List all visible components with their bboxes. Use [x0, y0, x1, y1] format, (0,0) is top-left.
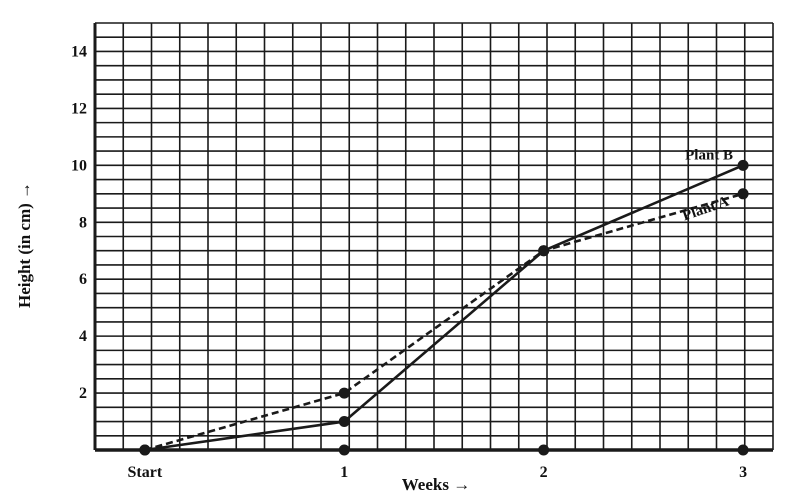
y-tick-label: 4 [79, 328, 87, 345]
data-point-plant-b [338, 416, 350, 428]
x-tick-label: Start [128, 464, 163, 481]
x-axis-dot [538, 444, 550, 456]
y-tick-label: 14 [71, 43, 87, 60]
y-axis-label: Height (in cm) → [15, 182, 34, 308]
data-point-plant-b [139, 444, 151, 456]
series-line-plant-b [144, 164, 744, 452]
y-tick-label: 10 [71, 157, 87, 174]
data-point-plant-a [737, 188, 749, 200]
x-tick-label: 3 [739, 464, 747, 481]
y-tick-label: 12 [71, 100, 87, 117]
series-label-plant-b: Plant B [685, 147, 733, 163]
x-tick-label: 2 [540, 464, 548, 481]
x-tick-label: 1 [340, 464, 348, 481]
x-axis-dot [338, 444, 350, 456]
data-point-plant-a [338, 387, 350, 399]
y-tick-label: 2 [79, 385, 87, 402]
x-axis-label: Weeks → [402, 475, 470, 494]
x-axis-dot [737, 444, 749, 456]
grid [94, 22, 774, 451]
data-point-plant-b [737, 159, 749, 171]
data-point-plant-b [538, 245, 550, 257]
axes [93, 23, 773, 452]
y-tick-label: 8 [79, 214, 87, 231]
y-tick-label: 6 [79, 271, 87, 288]
series-line-plant-a [144, 192, 744, 452]
